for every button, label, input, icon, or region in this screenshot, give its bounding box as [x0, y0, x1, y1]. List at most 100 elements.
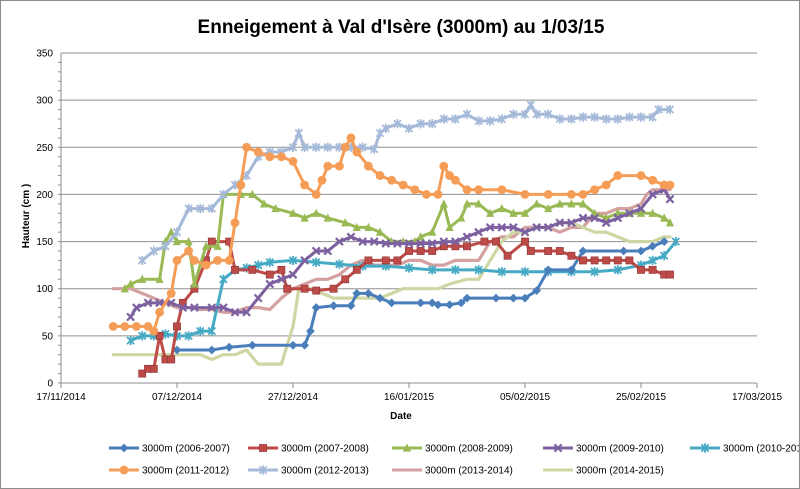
data-point	[555, 218, 565, 228]
data-point	[636, 112, 646, 122]
data-point	[474, 227, 483, 237]
data-point	[387, 298, 396, 308]
data-point	[155, 307, 165, 317]
data-point	[369, 144, 379, 154]
data-point	[590, 213, 599, 223]
x-tick-label: 25/02/2015	[616, 392, 666, 403]
data-point	[207, 203, 217, 214]
data-point	[167, 227, 176, 236]
data-point	[665, 180, 675, 190]
data-point	[224, 342, 234, 352]
data-point	[155, 274, 164, 283]
data-point	[665, 194, 675, 204]
data-point	[242, 307, 251, 317]
data-point	[108, 322, 118, 331]
legend-item-8: 3000m (2013-2014)	[392, 466, 513, 477]
legend-label: 3000m (2013-2014)	[425, 466, 513, 477]
y-tick-label: 150	[36, 237, 53, 248]
legend-item-6: 3000m (2011-2012)	[109, 466, 229, 477]
data-point	[636, 204, 646, 213]
data-point	[149, 326, 159, 336]
data-point	[236, 180, 246, 190]
data-point	[288, 255, 298, 266]
data-point	[462, 232, 472, 242]
data-point	[195, 203, 205, 214]
data-point	[341, 218, 350, 227]
data-point	[520, 109, 530, 119]
data-point	[451, 237, 460, 246]
data-point	[329, 301, 338, 311]
data-point	[532, 286, 541, 295]
data-point	[457, 213, 466, 222]
data-point	[520, 267, 530, 277]
data-point	[288, 340, 298, 350]
legend-label: 3000m (2006-2007)	[142, 444, 230, 455]
data-point	[132, 322, 141, 331]
data-point	[393, 119, 402, 129]
data-point	[601, 218, 611, 228]
data-point	[637, 265, 645, 274]
data-point	[190, 256, 199, 265]
data-point	[184, 203, 193, 214]
data-point	[665, 104, 675, 115]
data-point	[364, 256, 373, 265]
data-point	[579, 256, 587, 265]
data-point	[532, 223, 541, 232]
y-tick-label: 0	[47, 379, 53, 390]
data-point	[648, 265, 657, 274]
data-point	[648, 241, 657, 251]
data-point	[219, 274, 228, 284]
data-point	[463, 242, 471, 251]
data-point	[665, 218, 675, 227]
data-point	[427, 265, 437, 275]
legend-item-4: 3000m (2009-2010)	[543, 444, 664, 455]
data-point	[654, 104, 663, 115]
data-point	[306, 326, 315, 336]
data-point	[265, 279, 275, 289]
data-point	[172, 256, 182, 265]
data-point	[300, 340, 309, 350]
legend-label: 3000m (2012-2013)	[281, 466, 369, 477]
data-point	[300, 180, 309, 190]
data-point	[509, 109, 518, 119]
data-point	[242, 170, 251, 181]
data-point	[428, 247, 437, 255]
data-point	[277, 274, 286, 284]
data-point	[613, 171, 623, 180]
data-point	[619, 246, 628, 256]
data-point	[120, 322, 130, 331]
data-point	[311, 303, 321, 312]
y-tick-label: 200	[36, 190, 53, 201]
data-point	[352, 222, 361, 232]
data-point	[648, 190, 657, 199]
data-point	[190, 303, 199, 312]
data-point	[149, 246, 159, 256]
data-point	[497, 185, 507, 195]
data-point	[358, 237, 367, 246]
data-point	[451, 265, 460, 275]
data-point	[184, 246, 194, 256]
data-point	[283, 284, 292, 293]
data-point	[323, 161, 333, 171]
data-point	[155, 331, 164, 340]
data-point	[346, 232, 356, 242]
series-2	[138, 237, 674, 378]
data-point	[445, 222, 454, 232]
data-point	[439, 199, 448, 208]
data-point	[387, 175, 396, 185]
data-point	[207, 326, 217, 336]
data-point	[648, 255, 657, 266]
data-point	[456, 298, 466, 308]
data-point	[543, 223, 553, 232]
data-point	[311, 257, 321, 267]
data-point	[126, 279, 135, 288]
data-point	[288, 270, 298, 279]
data-point	[520, 227, 530, 237]
data-point	[341, 275, 350, 284]
x-tick-label: 05/02/2015	[500, 392, 550, 403]
data-point	[137, 331, 147, 341]
data-point	[138, 369, 147, 378]
data-point	[509, 223, 518, 232]
data-point	[312, 286, 321, 295]
